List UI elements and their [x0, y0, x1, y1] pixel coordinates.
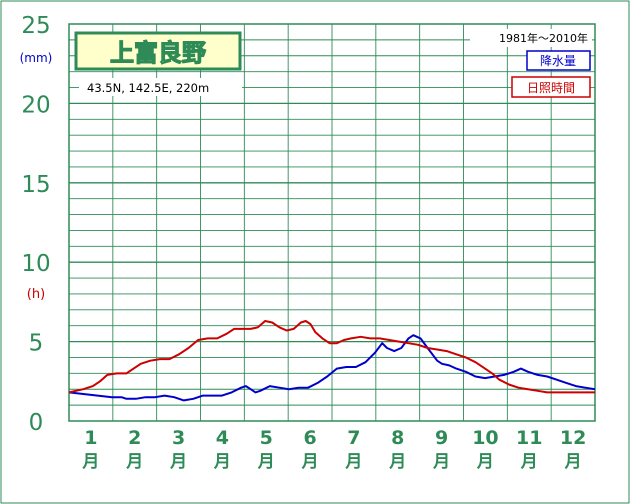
x-tick-label: 7	[347, 427, 360, 449]
precip-unit-label: (mm)	[20, 51, 53, 65]
x-tick-label: 9	[435, 427, 448, 449]
x-unit-label: 月	[432, 452, 450, 472]
x-tick-label: 1	[84, 427, 97, 449]
x-unit-label: 月	[520, 452, 538, 472]
legend-period-bg	[470, 29, 592, 47]
location-info-bg	[79, 78, 242, 96]
x-unit-label: 月	[125, 452, 143, 472]
x-unit-label: 月	[344, 452, 362, 472]
x-unit-label: 月	[388, 452, 406, 472]
y-tick-label: 10	[21, 251, 50, 277]
legend-period: 1981年～2010年	[499, 31, 588, 45]
y-tick-label: 5	[29, 331, 44, 357]
x-tick-label: 4	[216, 427, 229, 449]
y-tick-label: 15	[21, 172, 50, 198]
x-axis-labels: 1 月 2 月 3 月 4 月 5 月 6 月 7 月 8 月 9 月 10 月 11 月 12 月	[81, 427, 586, 472]
legend-sunshine-box	[511, 76, 591, 98]
y-axis-ticks: 0 5 10 15 20 25	[21, 13, 50, 436]
x-unit-label: 月	[257, 452, 275, 472]
precip-series-line	[68, 334, 596, 402]
x-tick-label: 11	[516, 427, 542, 449]
y-tick-label: 20	[21, 92, 50, 118]
x-unit-label: 月	[169, 452, 187, 472]
sunshine-series-line	[68, 320, 595, 394]
station-title-box	[74, 31, 242, 71]
x-tick-label: 12	[560, 427, 586, 449]
plot-border	[68, 23, 596, 422]
x-tick-label: 6	[303, 427, 316, 449]
x-tick-label: 10	[472, 427, 498, 449]
x-tick-label: 5	[260, 427, 273, 449]
series-layer	[68, 320, 596, 402]
x-unit-label: 月	[213, 452, 231, 472]
x-unit-label: 月	[301, 452, 319, 472]
x-tick-label: 8	[391, 427, 404, 449]
station-title: 上富良野	[110, 39, 206, 67]
legend-sunshine-label: 日照時間	[527, 81, 575, 95]
legend-precip-box	[526, 50, 591, 71]
sunshine-unit-label: (h)	[27, 287, 45, 302]
x-unit-label: 月	[81, 452, 99, 472]
legend-precip-label: 降水量	[540, 54, 576, 68]
location-info: 43.5N, 142.5E, 220m	[87, 81, 209, 95]
x-tick-label: 2	[128, 427, 141, 449]
y-tick-label: 25	[21, 13, 50, 39]
x-tick-label: 3	[172, 427, 185, 449]
x-unit-label: 月	[564, 452, 582, 472]
y-tick-label: 0	[29, 410, 44, 436]
x-unit-label: 月	[476, 452, 494, 472]
